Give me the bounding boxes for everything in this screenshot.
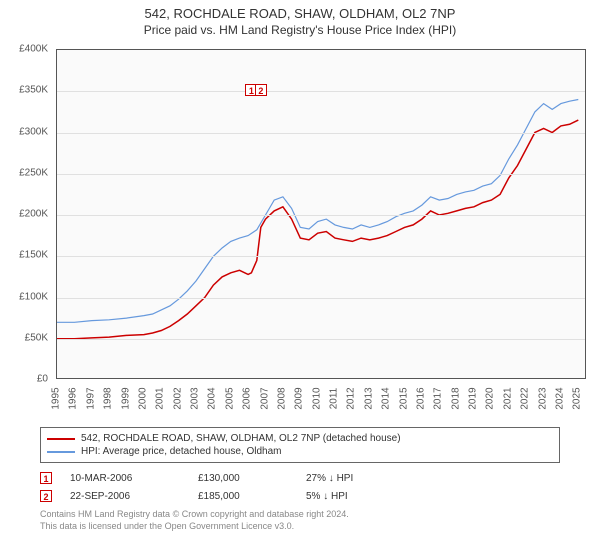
x-axis-label: 2023 xyxy=(537,387,548,409)
x-axis-label: 1997 xyxy=(85,387,96,409)
sale-row: 1 10-MAR-2006 £130,000 27% ↓ HPI xyxy=(40,469,560,487)
legend-box: 542, ROCHDALE ROAD, SHAW, OLDHAM, OL2 7N… xyxy=(40,427,560,463)
chart-marker: 2 xyxy=(255,84,267,96)
x-axis-label: 2000 xyxy=(137,387,148,409)
sale-marker-icon: 1 xyxy=(40,472,52,484)
x-axis-label: 2015 xyxy=(398,387,409,409)
x-axis-label: 2021 xyxy=(502,387,513,409)
series-line-property xyxy=(57,120,578,339)
plot-area: 12 xyxy=(56,49,586,379)
x-axis-label: 2009 xyxy=(294,387,305,409)
sale-price: £130,000 xyxy=(198,473,288,484)
x-axis-label: 2010 xyxy=(311,387,322,409)
x-axis-label: 2014 xyxy=(381,387,392,409)
sale-diff: 5% ↓ HPI xyxy=(306,491,396,502)
x-axis-label: 1996 xyxy=(68,387,79,409)
sale-date: 10-MAR-2006 xyxy=(70,473,180,484)
chart-subtitle: Price paid vs. HM Land Registry's House … xyxy=(0,21,600,41)
sale-date: 22-SEP-2006 xyxy=(70,491,180,502)
y-axis-label: £150K xyxy=(19,250,48,261)
x-axis-label: 1995 xyxy=(51,387,62,409)
y-axis-label: £50K xyxy=(25,332,48,343)
sales-table: 1 10-MAR-2006 £130,000 27% ↓ HPI 2 22-SE… xyxy=(40,469,560,505)
x-axis-label: 2011 xyxy=(329,388,340,410)
legend-item-hpi: HPI: Average price, detached house, Oldh… xyxy=(47,445,553,458)
chart-title: 542, ROCHDALE ROAD, SHAW, OLDHAM, OL2 7N… xyxy=(0,0,600,21)
x-axis-label: 2025 xyxy=(572,387,583,409)
x-axis-label: 1999 xyxy=(120,387,131,409)
x-axis-label: 1998 xyxy=(103,387,114,409)
y-axis-label: £200K xyxy=(19,209,48,220)
x-axis-label: 2008 xyxy=(276,387,287,409)
y-axis-label: £300K xyxy=(19,126,48,137)
footer-line: This data is licensed under the Open Gov… xyxy=(40,521,560,533)
sale-price: £185,000 xyxy=(198,491,288,502)
sale-diff: 27% ↓ HPI xyxy=(306,473,396,484)
chart-area: £0 £50K £100K £150K £200K £250K £300K £350K £400… xyxy=(0,41,600,421)
y-axis-label: £0 xyxy=(37,374,48,385)
x-axis-label: 2020 xyxy=(485,387,496,409)
x-axis-label: 2018 xyxy=(450,387,461,409)
legend-label-property: 542, ROCHDALE ROAD, SHAW, OLDHAM, OL2 7N… xyxy=(81,433,401,444)
x-axis-label: 2019 xyxy=(468,387,479,409)
x-axis-label: 2012 xyxy=(346,387,357,409)
x-axis-label: 2004 xyxy=(207,387,218,409)
y-axis-label: £100K xyxy=(19,291,48,302)
x-axis-label: 2024 xyxy=(554,387,565,409)
y-axis-label: £400K xyxy=(19,44,48,55)
legend-swatch-hpi xyxy=(47,451,75,453)
x-axis-label: 2017 xyxy=(433,387,444,409)
x-axis-label: 2013 xyxy=(363,387,374,409)
legend-item-property: 542, ROCHDALE ROAD, SHAW, OLDHAM, OL2 7N… xyxy=(47,432,553,445)
footer-line: Contains HM Land Registry data © Crown c… xyxy=(40,509,560,521)
x-axis-label: 2006 xyxy=(242,387,253,409)
x-axis-label: 2002 xyxy=(172,387,183,409)
y-axis-label: £250K xyxy=(19,167,48,178)
sale-marker-icon: 2 xyxy=(40,490,52,502)
legend-label-hpi: HPI: Average price, detached house, Oldh… xyxy=(81,446,282,457)
legend-swatch-property xyxy=(47,438,75,440)
y-axis-label: £350K xyxy=(19,85,48,96)
sale-row: 2 22-SEP-2006 £185,000 5% ↓ HPI xyxy=(40,487,560,505)
x-axis-label: 2003 xyxy=(190,387,201,409)
x-axis-label: 2007 xyxy=(259,387,270,409)
x-axis-label: 2005 xyxy=(224,387,235,409)
footer-attribution: Contains HM Land Registry data © Crown c… xyxy=(40,509,560,532)
x-axis-label: 2016 xyxy=(415,387,426,409)
x-axis-label: 2001 xyxy=(155,387,166,409)
x-axis-label: 2022 xyxy=(520,387,531,409)
